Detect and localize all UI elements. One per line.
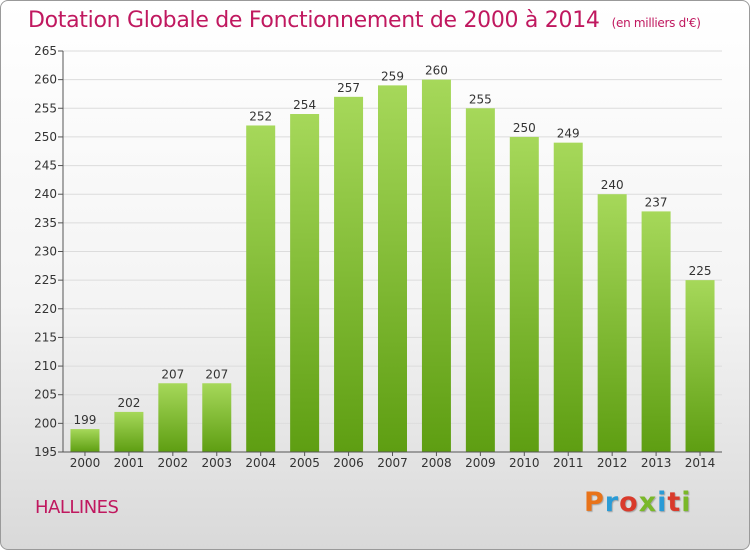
bar xyxy=(158,383,188,452)
bar xyxy=(553,142,583,452)
x-tick-label: 2005 xyxy=(289,456,320,470)
bar-value-label: 207 xyxy=(205,367,228,381)
bar-value-label: 255 xyxy=(469,92,492,106)
bar xyxy=(246,125,276,452)
bar-value-label: 259 xyxy=(381,69,404,83)
bar-value-label: 257 xyxy=(337,81,360,95)
bar-value-label: 237 xyxy=(645,195,668,209)
proxiti-logo[interactable]: Proxiti xyxy=(584,487,692,518)
bar xyxy=(421,79,451,453)
x-tick-label: 2008 xyxy=(421,456,452,470)
logo-letter: o xyxy=(619,487,639,518)
x-tick-label: 2014 xyxy=(685,456,716,470)
bar-value-label: 202 xyxy=(117,396,140,410)
x-tick-label: 2013 xyxy=(641,456,672,470)
logo-letter: i xyxy=(681,487,692,518)
bar xyxy=(641,211,671,452)
x-tick-label: 2010 xyxy=(509,456,540,470)
y-tick-label: 250 xyxy=(34,130,57,144)
bar xyxy=(70,429,100,452)
y-tick-label: 260 xyxy=(34,73,57,87)
y-tick-label: 225 xyxy=(34,273,57,287)
x-tick-label: 2009 xyxy=(465,456,496,470)
logo-letter: t xyxy=(667,487,682,518)
bar xyxy=(509,136,539,452)
bar-value-label: 199 xyxy=(74,413,97,427)
y-tick-label: 200 xyxy=(34,416,57,430)
bar xyxy=(202,383,232,452)
x-tick-label: 2007 xyxy=(377,456,408,470)
axes xyxy=(58,50,722,456)
chart-title-text: Dotation Globale de Fonctionnement de 20… xyxy=(28,8,600,33)
bar xyxy=(465,108,495,453)
chart-units: (en milliers d'€) xyxy=(611,16,701,30)
x-tick-label: 2001 xyxy=(114,456,145,470)
chart-title: Dotation Globale de Fonctionnement de 20… xyxy=(28,8,701,33)
y-tick-label: 255 xyxy=(34,101,57,115)
y-tick-label: 215 xyxy=(34,330,57,344)
labels: 195 200 205 210 215 220 225 230 235 240 245 250 255 2… xyxy=(34,44,715,470)
bar xyxy=(114,411,144,452)
city-name: HALLINES xyxy=(35,497,119,518)
bar-value-label: 249 xyxy=(557,127,580,141)
bar-value-label: 252 xyxy=(249,109,272,123)
bar-value-label: 240 xyxy=(601,178,624,192)
y-tick-label: 205 xyxy=(34,388,57,402)
bar xyxy=(378,85,407,452)
y-tick-label: 210 xyxy=(34,359,57,373)
bar-value-label: 260 xyxy=(425,64,448,78)
y-tick-label: 195 xyxy=(34,445,57,459)
bars xyxy=(70,79,715,453)
bar xyxy=(685,280,715,452)
y-tick-label: 240 xyxy=(34,187,57,201)
bar xyxy=(290,114,320,452)
bar-value-label: 250 xyxy=(513,121,536,135)
bar xyxy=(597,194,627,452)
x-tick-label: 2006 xyxy=(333,456,364,470)
bar-value-label: 225 xyxy=(689,264,712,278)
logo-letter: P xyxy=(584,487,605,518)
bar-value-label: 207 xyxy=(161,367,184,381)
bar-value-label: 254 xyxy=(293,98,316,112)
y-tick-label: 220 xyxy=(34,302,57,316)
x-tick-label: 2011 xyxy=(553,456,584,470)
x-tick-label: 2004 xyxy=(245,456,276,470)
x-tick-label: 2012 xyxy=(597,456,628,470)
y-tick-label: 245 xyxy=(34,159,57,173)
y-tick-label: 230 xyxy=(34,245,57,259)
y-tick-label: 235 xyxy=(34,216,57,230)
x-tick-label: 2000 xyxy=(70,456,101,470)
bar xyxy=(334,96,364,452)
y-tick-label: 265 xyxy=(34,44,57,58)
logo-letter: r xyxy=(604,487,620,518)
x-tick-label: 2002 xyxy=(158,456,189,470)
logo-letter: i xyxy=(657,487,668,518)
logo-letter: x xyxy=(638,487,658,518)
x-tick-label: 2003 xyxy=(201,456,232,470)
